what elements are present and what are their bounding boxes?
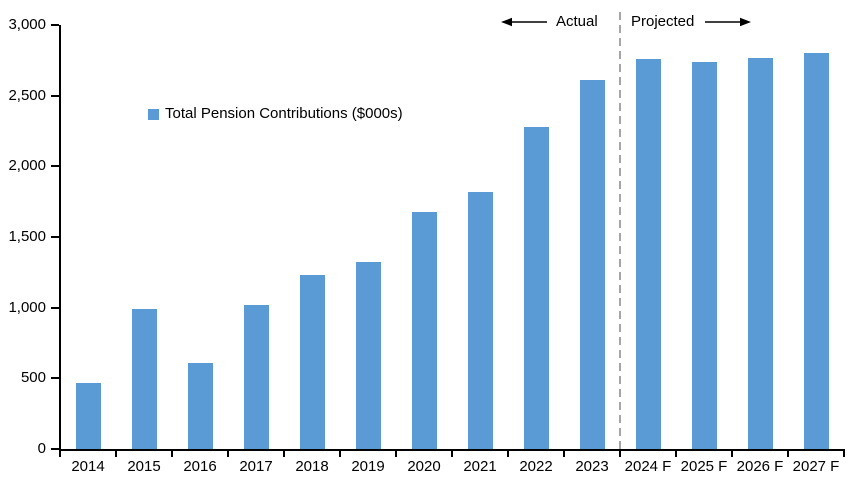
bar-2022 xyxy=(523,126,549,449)
y-axis-label-3000: 3,000 xyxy=(8,16,46,33)
x-axis-tick xyxy=(395,451,397,457)
bar-2017 xyxy=(243,304,269,449)
y-axis-tick xyxy=(51,24,59,26)
x-axis-label-2014: 2014 xyxy=(71,458,105,475)
bar-2015 xyxy=(131,309,157,449)
bar-2019 xyxy=(355,262,381,449)
y-axis-label-0: 0 xyxy=(37,440,46,457)
x-axis-label-2020: 2020 xyxy=(407,458,441,475)
legend-label: Total Pension Contributions ($000s) xyxy=(165,105,403,122)
y-axis-tick xyxy=(51,165,59,168)
bar-2027F xyxy=(803,53,829,449)
x-axis-tick xyxy=(339,451,341,457)
bar-2018 xyxy=(299,275,325,449)
y-axis-tick xyxy=(51,377,59,380)
actual-projected-divider xyxy=(619,12,621,449)
bar-2025F xyxy=(691,61,717,449)
x-axis-tick xyxy=(451,451,453,457)
y-axis-label-1500: 1,500 xyxy=(8,228,46,245)
y-axis-label-1000: 1,000 xyxy=(8,298,46,316)
x-axis-label-2016: 2016 xyxy=(183,458,217,475)
y-axis-tick xyxy=(51,306,59,309)
x-axis-tick xyxy=(787,451,789,457)
x-axis-tick xyxy=(731,451,733,457)
x-axis-label-2019: 2019 xyxy=(351,458,385,475)
x-axis-label-2018: 2018 xyxy=(295,458,329,475)
x-axis-label-2023: 2023 xyxy=(575,458,609,475)
x-axis-label-2021: 2021 xyxy=(463,458,497,475)
x-axis xyxy=(59,449,845,451)
arrow-left-icon xyxy=(501,17,547,27)
x-axis-tick xyxy=(843,451,845,457)
y-axis-label-2500: 2,500 xyxy=(8,86,46,104)
x-axis-tick xyxy=(563,451,565,457)
legend: Total Pension Contributions ($000s) xyxy=(148,105,403,123)
x-axis-tick xyxy=(619,451,621,457)
bar-2014 xyxy=(75,382,101,449)
y-axis-label-2000: 2,000 xyxy=(8,157,46,175)
x-axis-tick xyxy=(115,451,117,457)
y-axis-tick xyxy=(51,448,59,450)
y-axis-tick xyxy=(51,94,59,97)
bar-2023 xyxy=(579,80,605,449)
arrow-right-icon xyxy=(705,17,751,27)
x-axis-label-2022: 2022 xyxy=(519,458,553,475)
x-axis-label-2025F: 2025 F xyxy=(680,458,728,475)
x-axis-label-2015: 2015 xyxy=(127,458,161,475)
x-axis-tick xyxy=(283,451,285,457)
bar-2021 xyxy=(467,191,493,449)
bar-2024F xyxy=(635,58,661,449)
y-axis-label-500: 500 xyxy=(20,369,46,387)
legend-swatch-icon xyxy=(148,108,159,120)
y-axis-tick xyxy=(51,236,59,238)
x-axis-tick xyxy=(59,451,61,457)
x-axis-label-2027F: 2027 F xyxy=(792,458,840,475)
projected-label: Projected xyxy=(631,13,695,30)
x-axis-label-2024F: 2024 F xyxy=(624,458,672,475)
x-axis-tick xyxy=(507,451,509,457)
bar-2026F xyxy=(747,57,773,449)
x-axis-tick xyxy=(675,451,677,457)
x-axis-label-2017: 2017 xyxy=(239,458,273,475)
y-axis xyxy=(59,25,61,451)
bar-2020 xyxy=(411,211,437,449)
bar-2016 xyxy=(187,362,213,449)
x-axis-label-2026F: 2026 F xyxy=(736,458,784,475)
x-axis-tick xyxy=(227,451,229,457)
actual-label: Actual xyxy=(556,13,598,30)
x-axis-tick xyxy=(171,451,173,457)
